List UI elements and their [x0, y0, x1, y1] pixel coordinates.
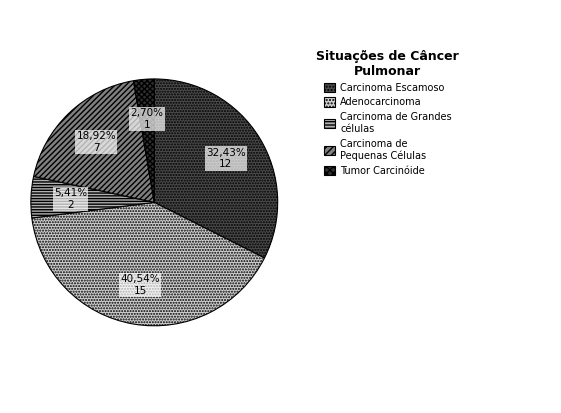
Wedge shape [31, 176, 154, 218]
Wedge shape [34, 81, 154, 202]
Wedge shape [32, 202, 264, 326]
Legend: Carcinoma Escamoso, Adenocarcinoma, Carcinoma de Grandes
células, Carcinoma de
P: Carcinoma Escamoso, Adenocarcinoma, Carc… [314, 47, 462, 179]
Text: 2,70%
1: 2,70% 1 [131, 108, 164, 130]
Wedge shape [154, 79, 278, 258]
Text: 18,92%
7: 18,92% 7 [76, 131, 116, 152]
Text: 32,43%
12: 32,43% 12 [206, 147, 246, 169]
Wedge shape [134, 79, 154, 202]
Text: 40,54%
15: 40,54% 15 [120, 274, 160, 296]
Text: 5,41%
2: 5,41% 2 [54, 188, 87, 210]
